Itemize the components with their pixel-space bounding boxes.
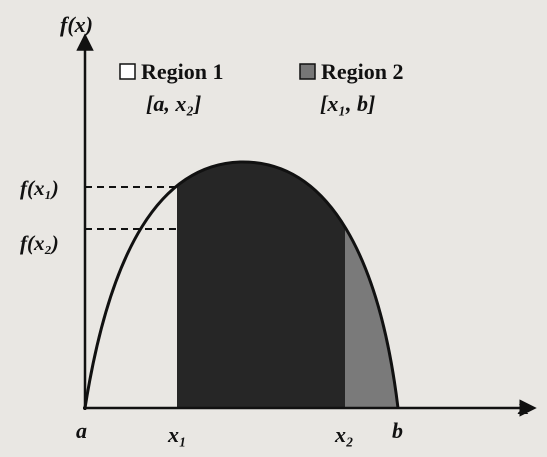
- legend-label: Region 2: [321, 59, 404, 84]
- x-tick-label: x₂: [334, 422, 354, 447]
- x-tick-label: x₁: [167, 422, 187, 447]
- x-tick-label: b: [392, 418, 403, 443]
- region-dark: [177, 161, 345, 408]
- y-axis-label: f(x): [60, 12, 93, 37]
- x-tick-label: a: [76, 418, 87, 443]
- x-axis-label: x: [517, 394, 529, 419]
- legend-interval: [x₁, b]: [320, 91, 375, 116]
- legend-interval: [a, x₂]: [146, 91, 201, 116]
- legend-label: Region 1: [141, 59, 224, 84]
- legend-swatch: [119, 63, 136, 80]
- y-tick-label: f(x₂): [20, 231, 59, 255]
- legend-swatch: [299, 63, 316, 80]
- curve: [83, 160, 400, 409]
- y-tick-label: f(x₁): [20, 176, 59, 200]
